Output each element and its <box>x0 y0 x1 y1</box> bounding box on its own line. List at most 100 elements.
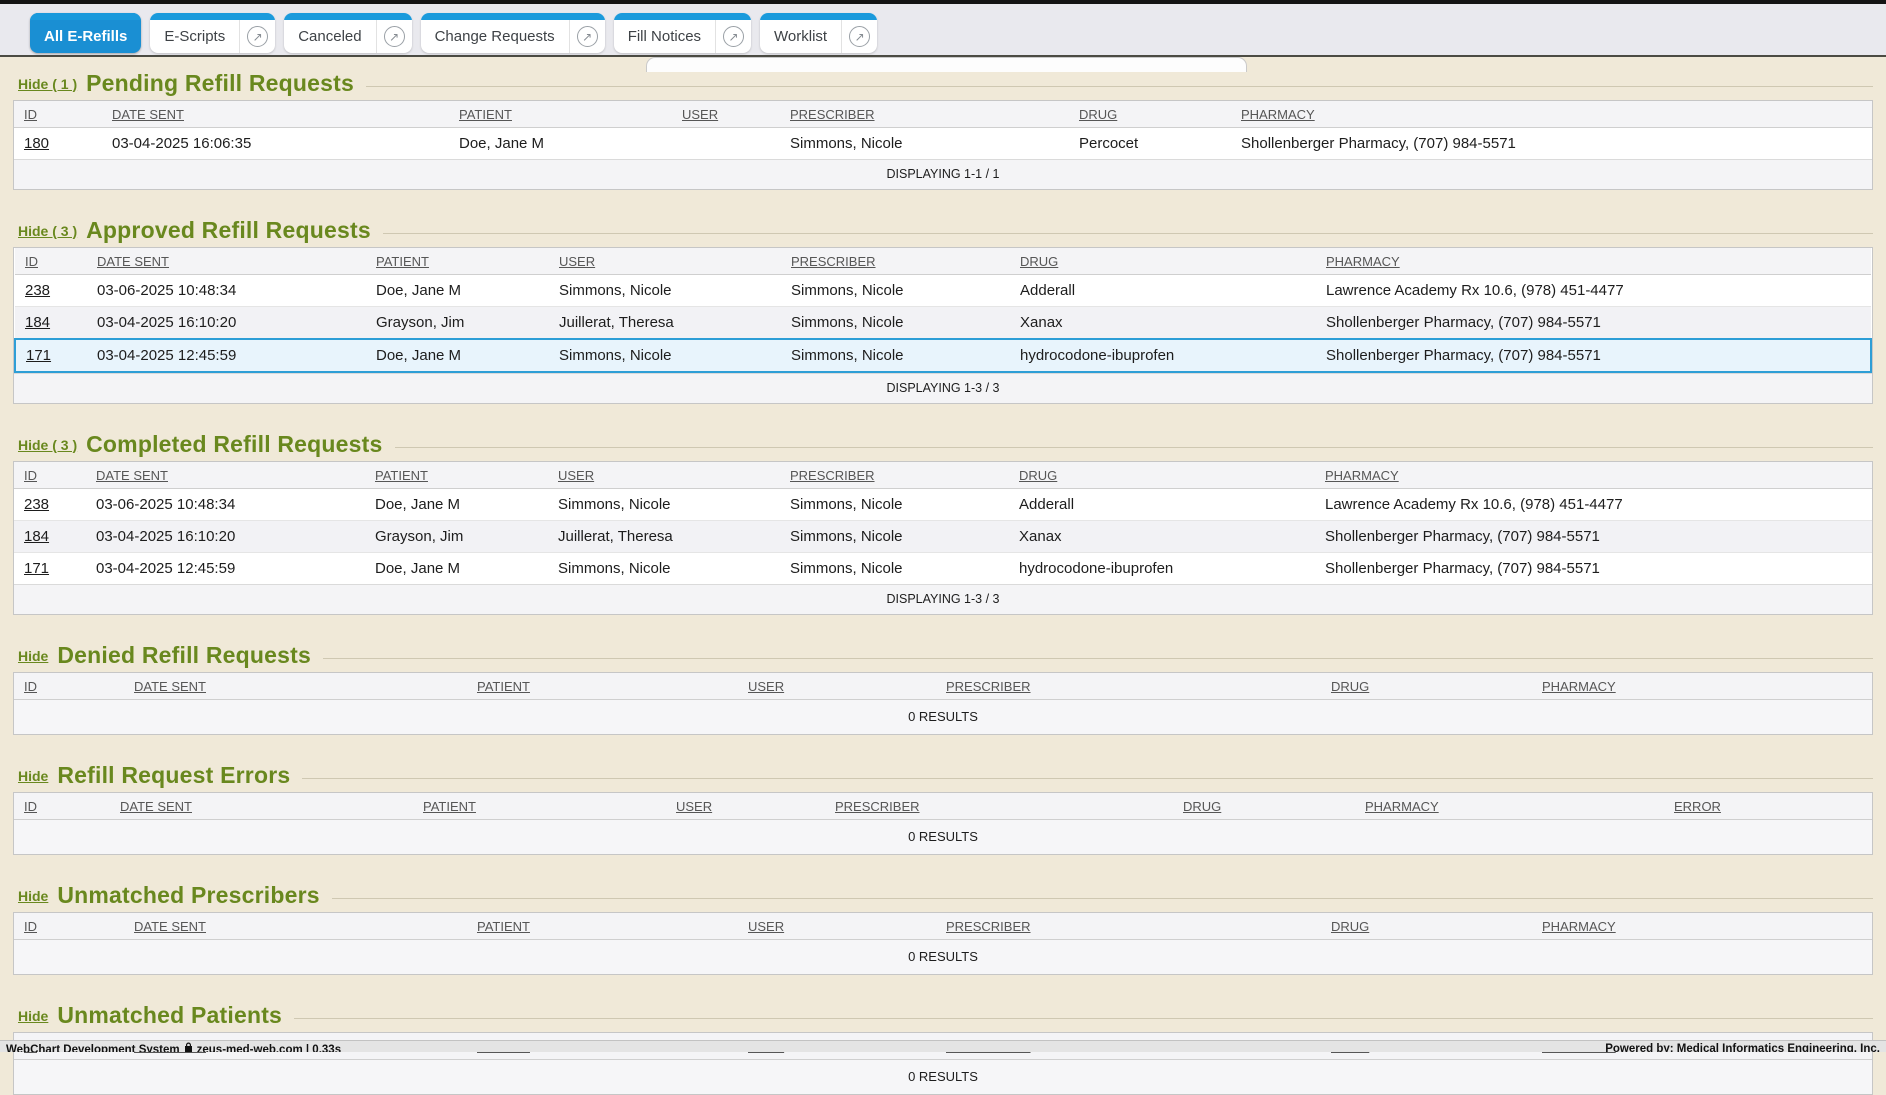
external-link-icon[interactable]: ↗ <box>247 26 269 47</box>
hide-toggle-link[interactable]: Hide ( 3 ) <box>18 436 78 453</box>
tab-e-scripts[interactable]: E-Scripts ↗ <box>150 13 276 53</box>
table-row[interactable]: 180 03-04-2025 16:06:35 Doe, Jane M Simmons… <box>14 128 1872 160</box>
column-header-prescriber[interactable]: PRESCRIBER <box>936 913 1321 940</box>
cell-id: 184 <box>14 520 86 553</box>
cell-user <box>672 128 780 160</box>
refill-id-link[interactable]: 184 <box>25 314 51 331</box>
hide-toggle-link[interactable]: Hide ( 1 ) <box>18 75 78 92</box>
column-header-drug[interactable]: DRUG <box>1321 913 1532 940</box>
status-bar: WebChart Development System zeus-med-web.… <box>0 1040 1886 1052</box>
column-header-id[interactable]: ID <box>14 673 124 700</box>
external-link-icon[interactable]: ↗ <box>383 26 405 47</box>
refill-id-link[interactable]: 184 <box>24 528 50 545</box>
column-header-pharmacy[interactable]: PHARMACY <box>1532 913 1872 940</box>
hide-toggle-link[interactable]: Hide <box>18 647 49 664</box>
column-header-user[interactable]: USER <box>548 462 780 489</box>
column-header-prescriber[interactable]: PRESCRIBER <box>780 462 1009 489</box>
column-header-prescriber[interactable]: PRESCRIBER <box>780 101 1069 128</box>
refill-id-link[interactable]: 238 <box>24 496 50 513</box>
column-header-patient[interactable]: PATIENT <box>366 248 549 275</box>
tab-label: E-Scripts <box>164 28 226 45</box>
column-header-prescriber[interactable]: PRESCRIBER <box>781 248 1010 275</box>
section-completed-refill-requests: Hide ( 3 ) Completed Refill Requests ID D… <box>13 431 1873 615</box>
column-header-drug[interactable]: DRUG <box>1321 673 1532 700</box>
table-row[interactable]: 184 03-04-2025 16:10:20 Grayson, Jim Juille… <box>14 520 1872 553</box>
tab-fill-notices[interactable]: Fill Notices ↗ <box>613 13 752 53</box>
cell-patient: Grayson, Jim <box>365 520 548 553</box>
cell-user: Simmons, Nicole <box>559 282 672 299</box>
table-footer: DISPLAYING 1-3 / 3 <box>14 373 1872 403</box>
table-row[interactable]: 171 03-04-2025 12:45:59 Doe, Jane M Simmons… <box>14 552 1872 584</box>
refill-id-link[interactable]: 238 <box>25 282 51 299</box>
external-link-icon[interactable]: ↗ <box>849 26 871 47</box>
column-header-id[interactable]: ID <box>14 913 124 940</box>
column-header-date-sent[interactable]: DATE SENT <box>86 462 365 489</box>
hide-toggle-link[interactable]: Hide ( 3 ) <box>18 222 78 239</box>
cell-prescriber: Simmons, Nicole <box>790 496 903 513</box>
column-header-drug[interactable]: DRUG <box>1069 101 1231 128</box>
table-row[interactable]: 171 03-04-2025 12:45:59 Doe, Jane M Simmons… <box>14 338 1872 373</box>
column-header-user[interactable]: USER <box>549 248 781 275</box>
column-header-date-sent[interactable]: DATE SENT <box>110 793 413 820</box>
tab-icon-cell[interactable]: ↗ <box>715 20 751 53</box>
column-header-user[interactable]: USER <box>666 793 825 820</box>
column-header-pharmacy[interactable]: PHARMACY <box>1231 101 1872 128</box>
table-row[interactable]: 238 03-06-2025 10:48:34 Doe, Jane M Simmons… <box>15 275 1871 307</box>
refill-sections: Hide ( 1 ) Pending Refill Requests ID DAT… <box>0 57 1886 1095</box>
hide-toggle-link[interactable]: Hide <box>18 887 49 904</box>
column-header-patient[interactable]: PATIENT <box>413 793 666 820</box>
column-header-patient[interactable]: PATIENT <box>467 913 738 940</box>
column-header-pharmacy[interactable]: PHARMACY <box>1315 462 1872 489</box>
column-header-id[interactable]: ID <box>14 793 110 820</box>
refill-id-link[interactable]: 171 <box>24 560 50 577</box>
tab-all-e-refills[interactable]: All E-Refills <box>30 13 142 53</box>
browser-top-edge <box>0 0 1886 4</box>
column-header-drug[interactable]: DRUG <box>1010 248 1316 275</box>
column-header-prescriber[interactable]: PRESCRIBER <box>936 673 1321 700</box>
column-header-patient[interactable]: PATIENT <box>467 673 738 700</box>
tab-icon-cell[interactable]: ↗ <box>239 20 275 53</box>
column-header-id[interactable]: ID <box>14 462 86 489</box>
tab-worklist[interactable]: Worklist ↗ <box>760 13 878 53</box>
cell-drug: Percocet <box>1079 135 1139 152</box>
table-row[interactable]: 238 03-06-2025 10:48:34 Doe, Jane M Simmons… <box>14 489 1872 521</box>
tab-canceled[interactable]: Canceled ↗ <box>284 13 412 53</box>
column-header-drug[interactable]: DRUG <box>1009 462 1315 489</box>
column-header-date-sent[interactable]: DATE SENT <box>124 673 467 700</box>
refill-id-link[interactable]: 180 <box>24 135 50 152</box>
hide-toggle-link[interactable]: Hide <box>18 767 49 784</box>
column-header-date-sent[interactable]: DATE SENT <box>87 248 366 275</box>
cell-pharmacy: Shollenberger Pharmacy, (707) 984-5571 <box>1315 552 1872 584</box>
column-header-user[interactable]: USER <box>672 101 780 128</box>
section-title: Pending Refill Requests <box>86 70 354 96</box>
column-header-user[interactable]: USER <box>738 673 936 700</box>
column-header-prescriber[interactable]: PRESCRIBER <box>825 793 1173 820</box>
external-link-icon[interactable]: ↗ <box>576 26 598 47</box>
hide-toggle-link[interactable]: Hide <box>18 1007 49 1024</box>
tab-icon-cell[interactable]: ↗ <box>841 20 877 53</box>
column-header-patient[interactable]: PATIENT <box>365 462 548 489</box>
title-rule <box>294 1017 1873 1019</box>
table-row[interactable]: 184 03-04-2025 16:10:20 Grayson, Jim Juille… <box>15 306 1871 339</box>
tab-icon-cell[interactable]: ↗ <box>568 20 605 53</box>
lock-icon <box>184 1042 193 1052</box>
section-approved-refill-requests: Hide ( 3 ) Approved Refill Requests ID DA… <box>13 217 1873 404</box>
tab-change-requests[interactable]: Change Requests ↗ <box>420 13 605 53</box>
column-header-pharmacy[interactable]: PHARMACY <box>1532 673 1872 700</box>
column-header-date-sent[interactable]: DATE SENT <box>124 913 467 940</box>
column-header-id[interactable]: ID <box>15 248 87 275</box>
refill-id-link[interactable]: 171 <box>26 347 52 364</box>
column-header-pharmacy[interactable]: PHARMACY <box>1355 793 1664 820</box>
column-header-error[interactable]: ERROR <box>1664 793 1872 820</box>
column-header-pharmacy[interactable]: PHARMACY <box>1316 248 1871 275</box>
empty-results-label: 0 RESULTS <box>14 1059 1872 1094</box>
column-header-user[interactable]: USER <box>738 913 936 940</box>
column-header-date-sent[interactable]: DATE SENT <box>102 101 449 128</box>
site-link[interactable]: zeus-med-web.com | 0.33s <box>196 1044 342 1052</box>
column-header-drug[interactable]: DRUG <box>1173 793 1355 820</box>
column-header-patient[interactable]: PATIENT <box>449 101 672 128</box>
cell-date-sent: 03-04-2025 12:45:59 <box>87 338 366 373</box>
external-link-icon[interactable]: ↗ <box>723 26 745 47</box>
column-header-id[interactable]: ID <box>14 101 102 128</box>
tab-icon-cell[interactable]: ↗ <box>375 20 412 53</box>
